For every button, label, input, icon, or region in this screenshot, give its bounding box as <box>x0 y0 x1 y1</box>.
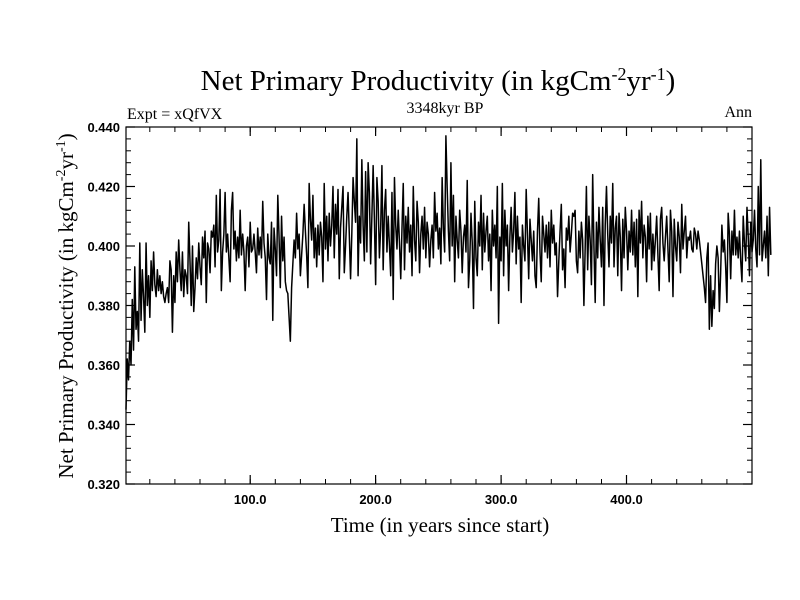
x-axis-label: Time (in years since start) <box>331 513 550 537</box>
y-tick-label: 0.420 <box>87 180 120 195</box>
chart-title: Net Primary Productivity (in kgCm-2yr-1) <box>201 64 676 97</box>
y-tick-label: 0.360 <box>87 358 120 373</box>
series-layer <box>125 135 772 410</box>
plot-frame <box>125 126 753 485</box>
y-tick-labels: 0.320 0.340 0.360 0.380 0.400 0.420 0.440 <box>87 120 120 492</box>
y-tick-label: 0.320 <box>87 477 120 492</box>
x-tick-label: 100.0 <box>234 492 267 507</box>
season-label: Ann <box>724 104 752 121</box>
series-line-npp <box>125 135 772 410</box>
y-axis-label: Net Primary Productivity (in kgCm-2yr-1) <box>54 133 78 478</box>
period-label: 3348kyr BP <box>407 100 484 117</box>
major-ticks <box>126 126 752 485</box>
minor-ticks <box>126 126 753 485</box>
y-tick-label: 0.400 <box>87 239 120 254</box>
y-tick-label: 0.340 <box>87 418 120 433</box>
x-tick-label: 300.0 <box>485 492 518 507</box>
y-tick-label: 0.380 <box>87 299 120 314</box>
y-tick-label: 0.440 <box>87 120 120 135</box>
x-tick-label: 200.0 <box>359 492 392 507</box>
experiment-label: Expt = xQfVX <box>127 106 223 123</box>
x-tick-label: 400.0 <box>610 492 643 507</box>
x-tick-labels: 100.0 200.0 300.0 400.0 <box>234 492 643 507</box>
